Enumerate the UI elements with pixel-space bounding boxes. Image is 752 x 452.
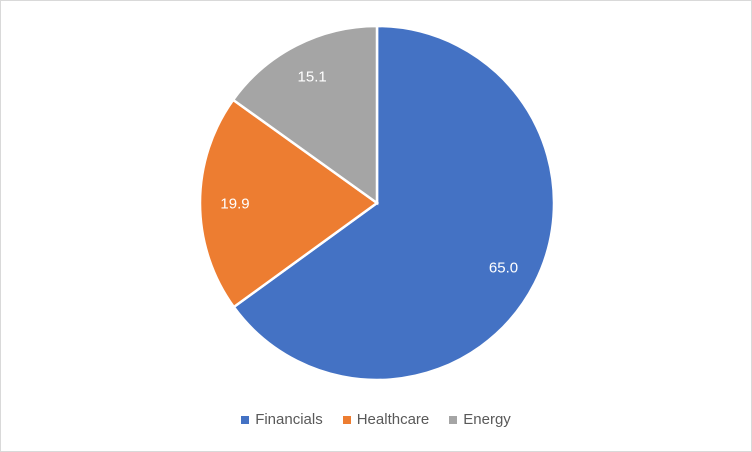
legend: Financials Healthcare Energy	[1, 411, 751, 428]
legend-swatch	[241, 415, 250, 424]
legend-label: Energy	[463, 411, 511, 428]
pie-slice-energy	[231, 24, 379, 206]
legend-item-healthcare: Healthcare	[342, 411, 430, 428]
pie-slice-healthcare	[198, 98, 380, 309]
legend-swatch	[342, 415, 351, 424]
data-label-financials: 65.0	[489, 259, 518, 276]
legend-label: Healthcare	[356, 411, 430, 428]
legend-item-financials: Financials	[241, 411, 323, 428]
legend-item-energy: Energy	[449, 411, 511, 428]
legend-swatch	[449, 415, 458, 424]
data-label-energy: 15.1	[298, 69, 327, 86]
data-label-healthcare: 19.9	[220, 195, 249, 212]
pie-slice-financials	[232, 24, 556, 382]
legend-label: Financials	[255, 411, 323, 428]
